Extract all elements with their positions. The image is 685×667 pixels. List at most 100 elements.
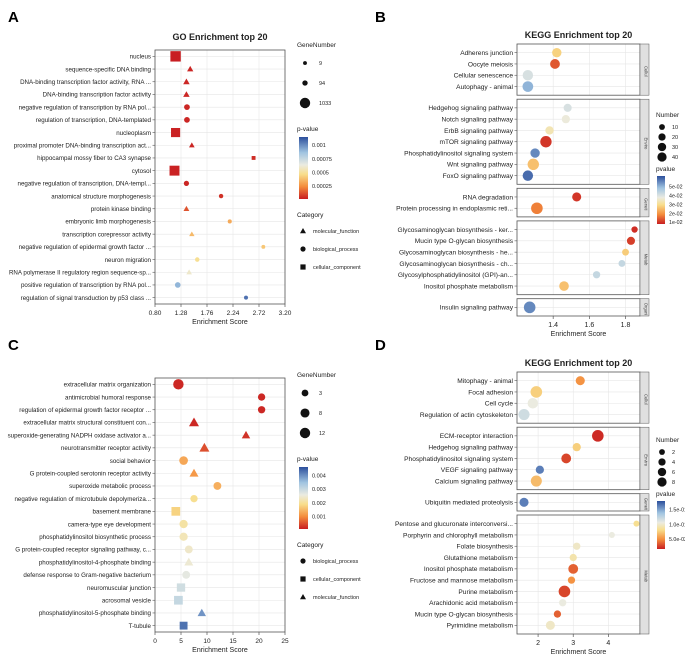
color-legend-title: p-value	[297, 126, 319, 133]
panel-label: B	[375, 9, 386, 26]
data-point	[189, 468, 199, 477]
term-label: Hedgehog signaling pathway	[428, 444, 513, 451]
panel-label: A	[8, 9, 19, 26]
data-point	[186, 269, 192, 275]
term-label: Hedgehog signaling pathway	[428, 105, 513, 112]
data-point	[530, 386, 543, 398]
data-point	[522, 170, 534, 181]
data-point	[227, 219, 232, 224]
data-point	[522, 70, 534, 81]
term-label: Folate biosynthesis	[457, 544, 514, 551]
data-point	[633, 520, 640, 527]
term-label: ECM-receptor interaction	[440, 433, 514, 440]
size-legend-label: 20	[672, 135, 678, 141]
data-point	[540, 136, 552, 148]
term-label: acrosomal vesicle	[102, 597, 152, 604]
term-label: phosphatidylinositol biosynthetic proces…	[39, 534, 151, 541]
data-point	[573, 542, 581, 550]
term-label: Cell cycle	[485, 401, 514, 408]
color-legend-label: 0.00075	[312, 157, 332, 163]
size-legend-label: 94	[319, 81, 325, 87]
color-legend-label: 5e-02	[669, 185, 683, 191]
data-point	[561, 453, 572, 464]
term-label: camera-type eye development	[68, 521, 152, 528]
size-legend-marker	[658, 458, 666, 466]
category-legend-label: biological_process	[313, 559, 358, 565]
data-point	[170, 51, 181, 62]
data-point	[545, 126, 554, 135]
data-point	[553, 610, 562, 618]
data-point	[194, 257, 200, 262]
term-label: negative regulation of transcription by …	[19, 104, 152, 111]
x-tick-label: 2	[536, 640, 540, 647]
data-point	[568, 563, 579, 574]
term-label: T-tubule	[129, 623, 152, 630]
term-label: Ubiquitin mediated proteolysis	[425, 500, 514, 507]
data-point	[261, 244, 266, 249]
size-legend-marker	[302, 80, 308, 86]
facet-frame	[516, 43, 641, 96]
term-label: phosphatidylinositol-4-phosphate binding	[39, 559, 152, 566]
data-point	[179, 621, 188, 630]
data-point	[592, 430, 604, 442]
x-axis-label: Enrichment Score	[192, 319, 248, 326]
facet-strip	[639, 493, 650, 512]
size-legend-marker	[299, 427, 311, 439]
x-tick-label: 1.28	[175, 310, 188, 317]
color-legend-label: 4e-02	[669, 194, 683, 200]
category-legend-label: molecular_function	[313, 229, 359, 235]
facet-strip-label: Geneti	[644, 498, 649, 510]
data-point	[559, 281, 569, 291]
color-legend-label: 0.001	[312, 515, 326, 521]
data-point	[171, 127, 181, 138]
term-label: Phosphatidylinositol signaling system	[404, 150, 513, 157]
facet-frame	[516, 220, 641, 296]
term-label: Inositol phosphate metabolism	[424, 283, 514, 290]
data-point	[183, 180, 190, 186]
data-point	[530, 475, 542, 487]
x-tick-label: 1.76	[201, 310, 214, 317]
data-point	[218, 193, 224, 199]
category-legend-title: Category	[297, 542, 324, 549]
data-point	[179, 532, 188, 541]
size-legend-label: 10	[672, 125, 678, 131]
data-point	[257, 393, 266, 401]
term-label: Autophagy - animal	[456, 84, 513, 91]
term-label: Wnt signaling pathway	[447, 162, 514, 169]
panel-B: B KEGG Enrichment top 20 Cellul Adherens ju…	[375, 9, 683, 338]
size-legend-label: 12	[319, 431, 325, 437]
data-point	[519, 497, 529, 507]
data-point	[190, 494, 198, 503]
data-point	[184, 557, 194, 566]
term-label: Notch signaling pathway	[442, 116, 514, 123]
size-legend-title: Number	[656, 112, 680, 119]
term-label: nucleus	[130, 54, 151, 61]
data-point	[561, 115, 570, 124]
x-tick-label: 15	[229, 638, 237, 645]
facet-strip-label: Enviro	[644, 454, 649, 467]
term-label: Pyrimidine metabolism	[447, 623, 514, 630]
data-point	[241, 430, 251, 439]
data-point	[550, 59, 560, 69]
term-label: hippocampal mossy fiber to CA3 synapse	[37, 155, 151, 162]
data-point	[545, 620, 555, 630]
data-point	[523, 301, 536, 314]
color-legend-bar	[657, 176, 665, 224]
size-legend-label: 3	[319, 391, 322, 397]
data-point	[183, 91, 190, 97]
data-point	[169, 165, 180, 176]
color-legend-title: pvalue	[656, 491, 676, 498]
chart-title: KEGG Enrichment top 20	[525, 30, 633, 40]
x-tick-label: 3	[571, 640, 575, 647]
category-legend-title: Category	[297, 212, 324, 219]
term-label: extracellular matrix organization	[64, 382, 152, 389]
data-point	[572, 192, 582, 202]
plot-frame	[154, 377, 286, 633]
data-point	[171, 507, 181, 516]
x-tick-label: 0	[153, 638, 157, 645]
data-point	[244, 295, 248, 300]
size-legend-marker	[657, 152, 667, 162]
x-tick-label: 1.6	[584, 322, 594, 329]
color-legend-label: 5.0e-02	[669, 537, 685, 543]
data-point	[176, 583, 186, 592]
